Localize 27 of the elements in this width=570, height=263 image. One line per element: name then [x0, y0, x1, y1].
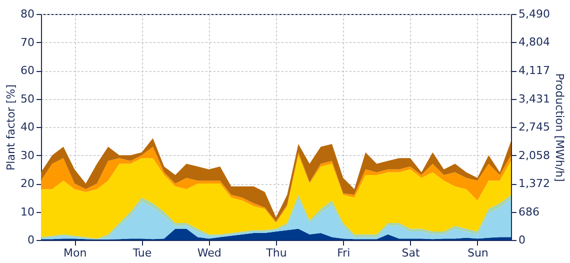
y2-tick-label: 2,058	[518, 148, 550, 162]
x-tick-label: Thu	[265, 246, 287, 260]
y2-tick-label: 0	[518, 234, 526, 246]
x-tick-label: Tue	[132, 246, 152, 260]
x-tick-label: Sat	[402, 246, 420, 260]
y-axis-title: Plant factor [%]	[4, 84, 18, 170]
x-tick-label: Fri	[337, 246, 350, 260]
y-tick-label: 0	[28, 234, 34, 246]
y-tick-label: 30	[20, 148, 34, 162]
y2-tick-label: 3,431	[518, 92, 550, 106]
x-tick-label: Sun	[467, 246, 488, 260]
y-tick-label: 20	[20, 177, 34, 190]
y2-tick-label: 1,372	[518, 177, 550, 190]
y-tick-label: 60	[20, 64, 34, 77]
y2-tick-label: 5,490	[518, 8, 550, 20]
y-tick-label: 50	[20, 92, 34, 106]
x-tick-label: Wed	[197, 246, 222, 260]
y2-tick-label: 4,117	[518, 64, 550, 78]
y-tick-label: 10	[20, 205, 34, 218]
y-tick-label: 70	[20, 36, 34, 49]
y2-axis-title: Production [MWh/h]	[552, 73, 566, 182]
x-tick-label: Mon	[63, 246, 87, 260]
y2-tick-label: 4,804	[518, 36, 550, 49]
y2-tick-label: 2,745	[518, 120, 550, 134]
y-tick-label: 80	[20, 8, 34, 20]
y-tick-label: 40	[20, 120, 34, 134]
y2-tick-label: 686	[518, 205, 540, 218]
